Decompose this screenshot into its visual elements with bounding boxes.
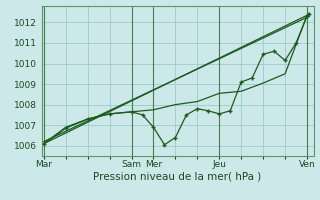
X-axis label: Pression niveau de la mer( hPa ): Pression niveau de la mer( hPa ) <box>93 172 262 182</box>
